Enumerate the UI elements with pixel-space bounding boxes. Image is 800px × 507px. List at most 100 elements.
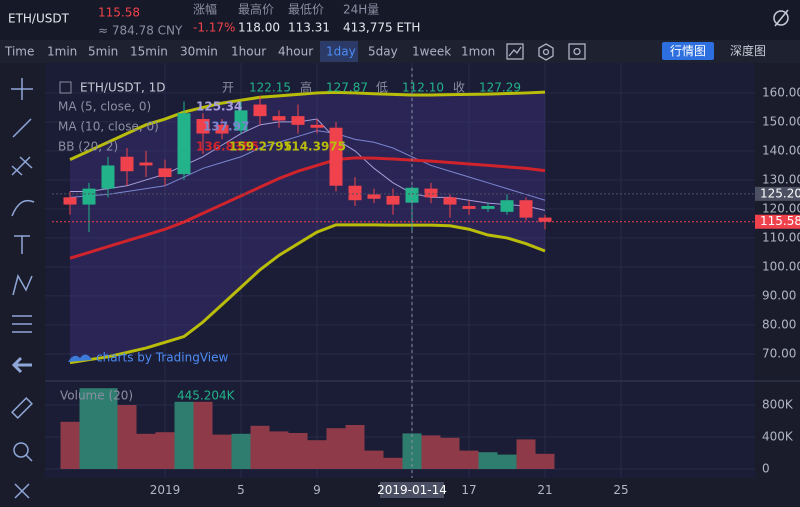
ruler-tool[interactable] bbox=[11, 397, 33, 419]
candle-body bbox=[348, 185, 362, 201]
interval-button[interactable]: 4hour bbox=[278, 45, 313, 59]
y-tick-label: 400K bbox=[762, 430, 794, 444]
chart-title: ETH/USDT, 1D bbox=[80, 81, 165, 95]
crosshair-label-bg bbox=[380, 482, 444, 498]
x-tick-label: 17 bbox=[461, 483, 476, 497]
indicator-name: BB (20, 2) bbox=[58, 140, 118, 154]
active-interval-bg bbox=[320, 41, 358, 62]
collapse-button[interactable] bbox=[59, 81, 72, 94]
candle-body bbox=[329, 127, 343, 186]
volume-bar bbox=[307, 440, 327, 469]
settings-icon[interactable] bbox=[773, 9, 789, 27]
stat-label: 最低价 bbox=[288, 3, 324, 17]
candle-body bbox=[234, 110, 248, 131]
y-tick-label: 120.00 bbox=[762, 201, 800, 215]
interval-button[interactable]: 5min bbox=[88, 45, 118, 59]
volume-bar bbox=[440, 437, 460, 469]
ohlc-value: 127.29 bbox=[479, 81, 521, 95]
volume-bar bbox=[535, 453, 555, 469]
interval-button[interactable]: 1mon bbox=[461, 45, 495, 59]
crosshair-tool[interactable] bbox=[11, 78, 33, 100]
candle-body bbox=[101, 165, 115, 189]
indicator-value: 159.2795 bbox=[229, 140, 292, 154]
volume-bar bbox=[212, 434, 232, 469]
y-tick-label: 70.00 bbox=[762, 346, 796, 360]
toolbar bbox=[0, 40, 800, 63]
brush-tool[interactable] bbox=[11, 199, 35, 217]
candle-body bbox=[63, 197, 77, 205]
interval-button[interactable]: 5day bbox=[368, 45, 398, 59]
candle-body bbox=[519, 200, 533, 218]
candle-body bbox=[424, 188, 438, 198]
watermark-logo bbox=[68, 354, 92, 362]
fib-tool[interactable] bbox=[11, 156, 33, 176]
x-tick-label: 25 bbox=[613, 483, 628, 497]
volume-bar bbox=[288, 433, 308, 469]
view-button-bg[interactable] bbox=[662, 42, 714, 60]
pattern-tool[interactable] bbox=[12, 274, 33, 296]
ohlc-value: 122.15 bbox=[249, 81, 291, 95]
volume-bar bbox=[269, 431, 289, 469]
y-tick-label: 140.00 bbox=[762, 143, 800, 157]
y-tick-label: 130.00 bbox=[762, 172, 800, 186]
candle-body bbox=[120, 156, 134, 172]
y-tick-label: 100.00 bbox=[762, 259, 800, 273]
ohlc-label: 低 bbox=[376, 81, 388, 95]
indicator-line bbox=[70, 118, 546, 211]
measure-tool[interactable] bbox=[12, 315, 32, 333]
candle-body bbox=[82, 188, 96, 205]
trendline-tool[interactable] bbox=[12, 118, 32, 138]
interval-button[interactable]: 1week bbox=[412, 45, 451, 59]
interval-button[interactable]: 1min bbox=[47, 45, 77, 59]
x-tick-label: 9 bbox=[313, 483, 321, 497]
price-marker: 115.58 bbox=[760, 214, 800, 228]
interval-button[interactable]: 1day bbox=[326, 45, 356, 59]
interval-button[interactable]: 1hour bbox=[231, 45, 266, 59]
indicator-value: 114.3975 bbox=[283, 140, 346, 154]
stat-value: -1.17% bbox=[193, 21, 235, 35]
more-tool[interactable] bbox=[14, 483, 30, 499]
indicator-name: MA (10, close, 0) bbox=[58, 120, 159, 134]
candle-body bbox=[177, 113, 191, 175]
watermark: charts by TradingView bbox=[96, 351, 228, 365]
settings-button[interactable] bbox=[538, 43, 554, 61]
volume-bar bbox=[174, 401, 194, 469]
ohlc-value: 112.10 bbox=[402, 81, 444, 95]
candle-body bbox=[538, 217, 552, 222]
fullscreen-button[interactable] bbox=[568, 43, 586, 60]
candle-body bbox=[481, 206, 495, 209]
y-tick-label: 110.00 bbox=[762, 230, 800, 244]
stat-label: 最高价 bbox=[238, 2, 274, 17]
volume-bar bbox=[459, 450, 479, 469]
interval-button[interactable]: Time bbox=[4, 45, 34, 59]
view-button[interactable]: 行情图 bbox=[670, 44, 706, 58]
toolbar-icons bbox=[506, 43, 586, 61]
x-tick-label: 21 bbox=[537, 483, 552, 497]
candle-body bbox=[462, 206, 476, 209]
candle-body bbox=[386, 195, 400, 205]
volume-bar bbox=[231, 433, 251, 469]
stat-value: 113.31 bbox=[288, 21, 330, 35]
indicator-icon[interactable] bbox=[506, 43, 524, 60]
cny-price: ≈ 784.78 CNY bbox=[98, 24, 183, 38]
volume-bar bbox=[60, 421, 80, 469]
candle-body bbox=[253, 104, 267, 117]
ohlc-label: 收 bbox=[453, 81, 465, 95]
interval-button[interactable]: 15min bbox=[130, 45, 168, 59]
volume-bar bbox=[383, 457, 403, 469]
zoom-tool[interactable] bbox=[13, 442, 33, 462]
volume-bar bbox=[136, 433, 156, 469]
back-tool[interactable] bbox=[11, 356, 32, 374]
candle-body bbox=[291, 116, 305, 125]
indicator-line bbox=[69, 156, 546, 260]
view-button[interactable]: 深度图 bbox=[730, 43, 766, 58]
volume-bar bbox=[516, 439, 536, 469]
fullscreen-dot bbox=[573, 47, 581, 56]
text-tool[interactable] bbox=[14, 235, 30, 254]
indicator-value: 125.34 bbox=[196, 100, 242, 114]
y-tick-label: 160.00 bbox=[762, 85, 800, 99]
interval-button[interactable]: 30min bbox=[180, 45, 218, 59]
indicator-value: 137.97 bbox=[203, 120, 249, 134]
ohlc-label: 高 bbox=[300, 80, 312, 95]
candle-body bbox=[196, 119, 210, 134]
